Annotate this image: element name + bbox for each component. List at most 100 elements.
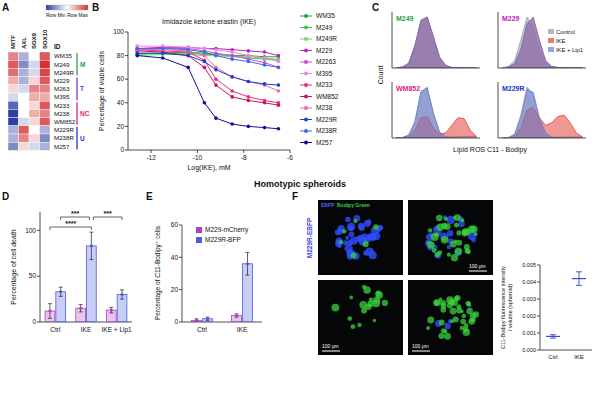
legend-label: M233 [316,81,333,88]
heatmap-cell [19,142,30,150]
cell-blob [347,240,353,246]
point [214,77,218,81]
cell-blob [353,219,357,223]
micrograph [408,200,493,275]
group-label: U [80,135,85,142]
y-tick-label: 0.001 [522,330,536,336]
plot-area [546,272,586,338]
legend-label: M238 [316,104,333,111]
point [203,50,207,54]
significance-label: *** [104,210,112,217]
heatmap-cell [8,68,19,76]
section-title: Homotypic spheroids [254,179,346,189]
y-tick-label: 0 [174,318,178,325]
panel-letter: C [372,2,379,13]
y-tick [537,282,540,283]
point [277,54,281,58]
point [277,89,281,93]
x-tick-label: -12 [146,154,156,161]
y-label: Percentage of cell death [10,229,18,305]
heatmap-cell [29,118,40,126]
cell-blob [468,318,475,325]
cell-blob [345,236,349,240]
y-tick [179,322,182,323]
point [186,66,190,70]
cell-blob [427,317,434,324]
cell-blob [373,319,377,323]
point [161,47,165,51]
cell-blob [443,329,447,333]
y-tick [537,333,540,334]
legend-label: M229R [316,116,337,123]
x-axis [498,68,586,69]
error-bar [89,232,93,259]
point [263,50,267,54]
heatmap-cell [8,118,19,126]
legend-label: M249 [316,24,333,31]
y-tick-label: 40 [171,254,179,261]
cell-blob [342,229,346,233]
y-label: Percentage of C11-Bodipy⁺ cells [154,225,162,320]
point [277,83,281,87]
x-tick-label: Ctrl [197,326,208,333]
heatmap-cell [29,126,40,134]
point [247,60,251,64]
point [214,83,218,87]
cell-blob [444,333,451,340]
cell-blob [441,303,447,309]
heatmap-cell [8,93,19,101]
cell-blob [363,241,369,247]
heatmap-cell [19,126,30,134]
point [230,54,234,58]
y-tick-label: 0 [32,318,36,325]
cell-blob [447,302,453,308]
heatmap-cell [19,118,30,126]
point [161,51,165,55]
cell-blob [451,254,458,261]
point [203,54,207,58]
cell-blob [433,299,440,306]
plot-area [502,17,582,68]
x-axis [498,138,586,139]
plot-area [396,17,476,68]
y-axis [128,32,129,150]
legend-swatch [196,237,202,243]
y-tick-label: 50 [29,272,37,279]
point [214,116,218,120]
legend-swatch [548,29,554,34]
point [135,47,139,51]
histogram-area [502,17,582,68]
panel-letter: A [2,2,9,13]
scale-bar [412,351,430,352]
heatmap-cell [40,60,51,68]
cell-blob [474,232,478,236]
point [230,89,234,93]
y-tick [125,55,128,56]
cell-blob [444,323,451,330]
x-axis [128,150,290,151]
point [161,56,165,60]
point [263,56,267,60]
plot-area [135,44,280,130]
y-tick [37,322,40,323]
point [247,80,251,84]
error-bar [120,290,124,299]
row-label: M395 [54,93,70,100]
cell-blob [437,250,442,255]
panel-letter: F [292,191,298,202]
y-axis [498,12,499,68]
point [110,308,113,311]
significance-label: **** [65,220,76,227]
cell-blob [367,234,372,239]
heatmap-cell [40,142,51,150]
point [235,314,238,317]
cell-blob [339,240,343,244]
colorbar-label: Row Max [67,12,88,18]
y-tick-label: 0.003 [522,296,536,302]
cell-blob [453,316,459,322]
point [247,49,251,53]
error-bar [59,287,63,296]
legend-label: WM852 [316,93,339,100]
error-bar [195,319,199,322]
cell-blob [432,248,437,253]
